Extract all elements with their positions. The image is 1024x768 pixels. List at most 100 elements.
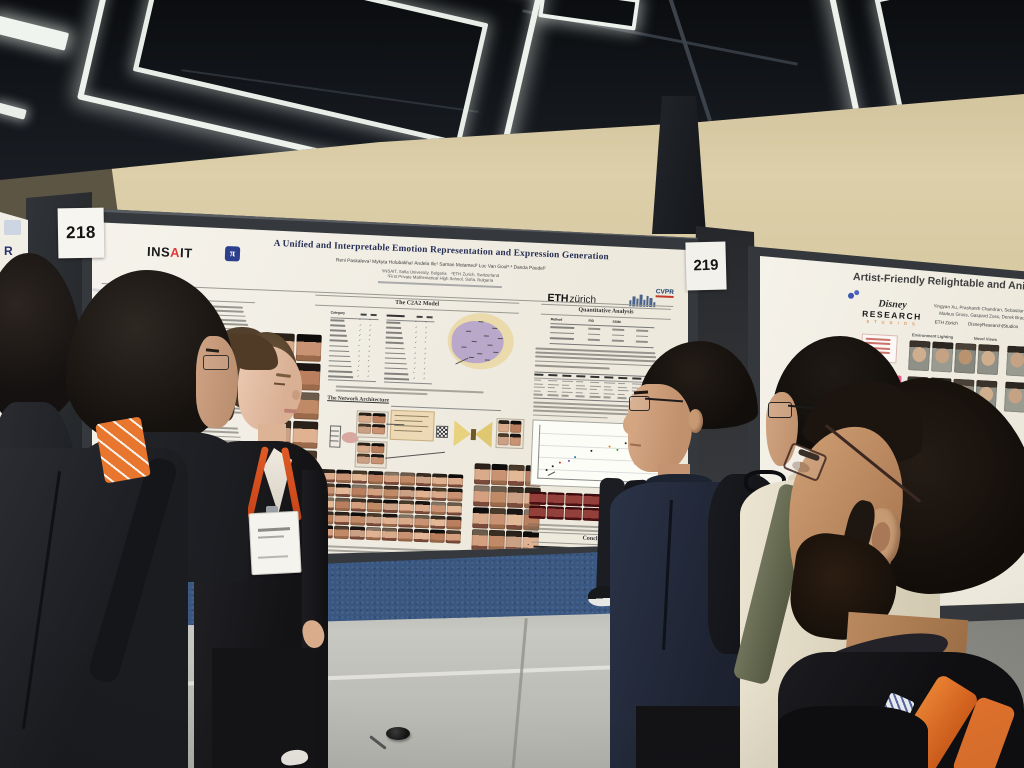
face-thumbnail: [447, 474, 464, 488]
table-header-bar: [534, 373, 544, 376]
p3-lips: [283, 408, 298, 414]
face-thumbnail: [1005, 345, 1024, 377]
plot-data-point: [551, 465, 555, 468]
table-cell-bar: [617, 393, 625, 396]
table-col-head-bar: [426, 316, 433, 319]
table-cell-bar: [547, 390, 557, 393]
bullet-lead-bar: [533, 545, 576, 550]
table-row-label-bar: [384, 362, 407, 365]
emotion-label-dash: [469, 356, 475, 359]
table-cell-bar: [576, 381, 584, 383]
face-thumbnail: [367, 470, 384, 485]
table-cell-bar: [533, 386, 545, 389]
ceiling-support-beam: [652, 96, 706, 234]
table-cell-bar: [534, 379, 542, 382]
plot-axis-y: [537, 424, 541, 479]
table-check: ✓: [368, 334, 372, 338]
plot-data-point: [590, 449, 593, 453]
emotion-label-dash: [461, 346, 467, 348]
insait-logo: INSAIT: [147, 244, 193, 261]
light-bar-far-left-2: [0, 102, 27, 120]
table-cell-bar: [604, 382, 616, 385]
table-check: •: [415, 320, 417, 324]
table-cell-bar: [589, 396, 601, 398]
table-check: ✓: [368, 344, 371, 348]
face-thumbnail: [335, 469, 352, 484]
face-thumbnail: [509, 433, 521, 446]
face-thumbnail: [415, 486, 431, 501]
face-thumbnail: [351, 470, 368, 484]
right-poster-title: Artist-Friendly Relightable and Animatab…: [852, 270, 1024, 299]
metrics-row-bar: [635, 335, 649, 338]
table-cell-bar: [533, 390, 541, 392]
table-row-label-bar: [329, 329, 347, 332]
insait-logo-text-2: IT: [179, 245, 193, 261]
table-check: ✓: [358, 349, 361, 353]
table-row-label-bar: [330, 324, 346, 327]
caption-text-bar: [393, 429, 423, 433]
table-category-header: Category: [330, 311, 346, 316]
emotion-label-dash: [493, 351, 499, 354]
face-thumbnail: [295, 333, 322, 362]
plot-data-point: [567, 459, 571, 463]
table-cell-bar: [603, 385, 611, 388]
table-row-label-bar: [328, 365, 352, 368]
red-caption-line: [865, 337, 891, 341]
face-thumbnail: [358, 412, 372, 423]
table-check: ✓: [369, 324, 372, 328]
face-thumbnail: [382, 513, 398, 528]
table-row-label-bar: [330, 319, 345, 322]
table-check: ✓: [425, 326, 428, 330]
face-thumbnail: [367, 484, 383, 499]
table-check: ✓: [368, 349, 371, 353]
metrics-row-bar: [549, 337, 574, 340]
face-thumbnail: [399, 486, 415, 500]
table-check: ✓: [359, 323, 362, 328]
table-check: ✓: [358, 329, 362, 333]
p3-badge: [248, 510, 302, 576]
face-thumbnail: [430, 515, 446, 530]
table-check: ✓: [423, 372, 426, 376]
category-table-right: • • ✓ ✓ ✓ ✓ ✓ ✓ ✓ • • ✓ ✓ ✓ ✓ ✓ ✓ • ✓ ✓ • ✓ ✓ ✓: [383, 313, 435, 385]
metrics-table: Method FID SSIM: [549, 318, 657, 349]
face-thumbnail: [473, 485, 490, 507]
table-check: •: [425, 321, 427, 325]
face-thumbnail: [510, 420, 522, 433]
face-thumbnail: [383, 485, 399, 500]
p5-glasses: [768, 402, 792, 418]
face-thumbnail: [953, 342, 977, 374]
table-col-head-bar: [416, 315, 423, 318]
light-bar-far-left: [0, 15, 70, 51]
face-thumbnail: [335, 483, 351, 498]
table-check: ✓: [424, 352, 427, 356]
metrics-header-method: Method: [550, 318, 563, 322]
result-face-grid-small: [317, 468, 467, 547]
face-thumbnail: [507, 464, 525, 487]
table-cell-bar: [533, 383, 544, 385]
label-novel-views: Novel Views: [973, 335, 998, 343]
table-header-bar: [548, 374, 558, 376]
table-cell-bar: [589, 385, 601, 388]
table-cell-bar: [575, 384, 586, 387]
table-cell-bar: [561, 384, 570, 386]
table-check: ✓: [414, 351, 417, 355]
face-thumbnail: [349, 526, 366, 540]
p3-badge-clip: [266, 506, 278, 515]
table-cell-bar: [603, 393, 615, 395]
arrow-line: [385, 451, 445, 459]
table-row-label-bar: [384, 367, 408, 370]
face-thumbnail: [471, 529, 489, 551]
relit-head-row-1: [907, 340, 1024, 382]
face-thumbnail: [371, 424, 386, 435]
face-thumbnail: [529, 491, 547, 506]
table-header-bar: [632, 377, 642, 380]
p4-ear: [688, 409, 703, 433]
table-row-label-bar: [385, 336, 403, 340]
caption-text-bar: [394, 419, 423, 423]
face-thumbnail: [398, 514, 414, 528]
table-cell-bar: [617, 390, 629, 392]
face-thumbnail: [334, 497, 351, 512]
bowtie-right: [474, 421, 493, 448]
metrics-row-bar: [588, 333, 601, 336]
table-check: •: [423, 361, 425, 365]
